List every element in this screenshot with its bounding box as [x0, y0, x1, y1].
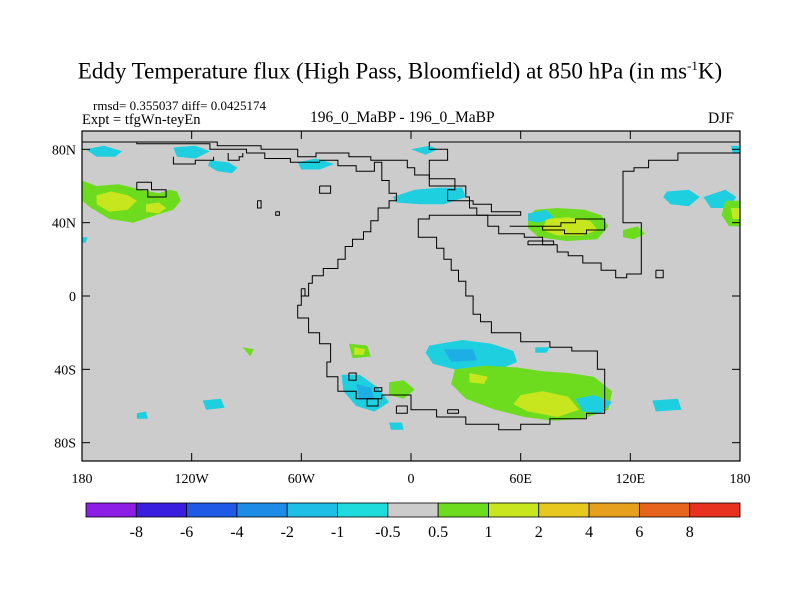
- colorbar-label-0: -8: [130, 524, 143, 541]
- field-region-32: [389, 422, 404, 430]
- colorbar-label-4: -1: [331, 524, 344, 541]
- colorbar-swatch-3: [236, 502, 288, 518]
- axes: 180 120W 60W 0 60E 120E 180 80N 40N 0 40S 80S: [52, 131, 751, 487]
- field-region-27: [469, 373, 488, 384]
- y-tick-label-3: 40S: [54, 363, 76, 378]
- comparison-label: 196_0_MaBP - 196_0_MaBP: [310, 109, 495, 126]
- colorbar-swatch-6: [387, 502, 439, 518]
- field-region-13: [721, 200, 740, 227]
- colorbar-swatch-10: [588, 502, 640, 518]
- chart-title-end: K): [697, 58, 723, 84]
- coastline-peninsula-south: [373, 387, 383, 392]
- y-tick-label-0: 80N: [52, 143, 76, 158]
- field-region-10: [663, 189, 700, 207]
- colorbar-swatch-4: [286, 502, 338, 518]
- coastline-island-north: [319, 185, 332, 194]
- colorbar-label-8: 2: [535, 524, 543, 541]
- continent-outline-eurasia: [428, 141, 740, 279]
- stats-label: rmsd= 0.355037 diff= 0.0425174: [93, 98, 266, 113]
- coastline-south-island-2: [395, 405, 408, 414]
- x-tick-label-0: 180: [72, 472, 93, 487]
- coastline-peninsula: [136, 181, 167, 198]
- field-region-24: [356, 384, 375, 401]
- x-tick-label-3: 0: [408, 472, 415, 487]
- colorbar-label-1: -6: [180, 524, 193, 541]
- field-region-9: [411, 145, 439, 155]
- x-tick-label-1: 120W: [175, 472, 210, 487]
- colorbar-label-6: 0.5: [428, 524, 448, 541]
- coastline-south-strait: [447, 409, 459, 414]
- field-region-5: [173, 145, 210, 159]
- chart-title-main: Eddy Temperature flux (High Pass, Bloomf…: [77, 58, 688, 84]
- colorbar-label-2: -4: [230, 524, 243, 541]
- field-region-4: [85, 145, 123, 157]
- field-region-6: [208, 160, 238, 174]
- season-label: DJF: [708, 110, 734, 127]
- chart-title-superscript: -1: [687, 58, 698, 73]
- field-region-3: [146, 202, 167, 214]
- field-region-30: [136, 411, 148, 419]
- field-region-2: [96, 191, 137, 212]
- coastline-island-small-4: [257, 200, 262, 209]
- chart-title: Eddy Temperature flux (High Pass, Bloomf…: [0, 58, 800, 85]
- field-region-35: [535, 347, 550, 353]
- plot-area: [82, 131, 740, 461]
- field-region-25: [389, 380, 415, 399]
- colorbar-label-9: 4: [585, 524, 593, 541]
- colorbar-swatch-9: [538, 502, 590, 518]
- colorbar-label-7: 1: [484, 524, 492, 541]
- colorbar-label-10: 6: [635, 524, 643, 541]
- coastline-lake: [527, 240, 555, 246]
- continent-outline-greenland-strait: [172, 156, 215, 165]
- continent-outline-america: [82, 141, 606, 431]
- colorbar-swatch-8: [488, 502, 540, 518]
- field-region-18: [623, 226, 645, 240]
- field-region-22: [354, 347, 366, 355]
- experiment-label: Expt = tfgWn-teyEn: [82, 112, 201, 128]
- field-region-20: [443, 349, 477, 362]
- coastline-island-small-5: [275, 211, 280, 216]
- field-regions: [82, 145, 740, 430]
- continent-outline-arctic-island: [227, 153, 244, 161]
- y-tick-label-4: 80S: [54, 437, 76, 452]
- field-region-14: [730, 208, 740, 219]
- colorbar-swatch-12: [689, 502, 741, 518]
- coastline-island-small-2: [300, 288, 306, 297]
- coastline-island-small-1: [655, 269, 664, 279]
- colorbar-label-5: -0.5: [375, 524, 400, 541]
- coastline-inland-sea: [509, 218, 606, 235]
- coastline-south-island: [366, 398, 379, 407]
- x-tick-label-2: 60W: [288, 472, 316, 487]
- colorbar-swatch-11: [638, 502, 691, 518]
- colorbar-swatch-1: [135, 502, 188, 518]
- colorbar-swatch-0: [85, 502, 137, 518]
- field-region-33: [652, 398, 682, 412]
- coastline-island-small-3: [348, 372, 357, 381]
- field-region-36: [82, 237, 88, 243]
- field-region-31: [202, 398, 225, 410]
- y-tick-label-2: 0: [69, 290, 76, 305]
- y-tick-label-1: 40N: [52, 217, 76, 232]
- colorbar-swatch-2: [186, 502, 238, 518]
- field-region-28: [513, 391, 580, 417]
- field-region-29: [575, 395, 613, 414]
- field-region-34: [242, 347, 254, 357]
- colorbar-swatch-5: [337, 502, 389, 518]
- colorbar: -8 -6 -4 -2 -1 -0.5 0.5 1 2 4 6 8: [85, 502, 741, 541]
- x-tick-label-6: 180: [730, 472, 751, 487]
- field-region-16: [542, 217, 598, 236]
- x-tick-label-4: 60E: [509, 472, 532, 487]
- colorbar-label-3: -2: [281, 524, 294, 541]
- colorbar-swatch-7: [437, 502, 489, 518]
- field-region-7: [297, 158, 335, 170]
- coastlines: [82, 141, 740, 431]
- field-region-17: [528, 209, 554, 223]
- colorbar-label-11: 8: [686, 524, 694, 541]
- x-tick-label-5: 120E: [616, 472, 646, 487]
